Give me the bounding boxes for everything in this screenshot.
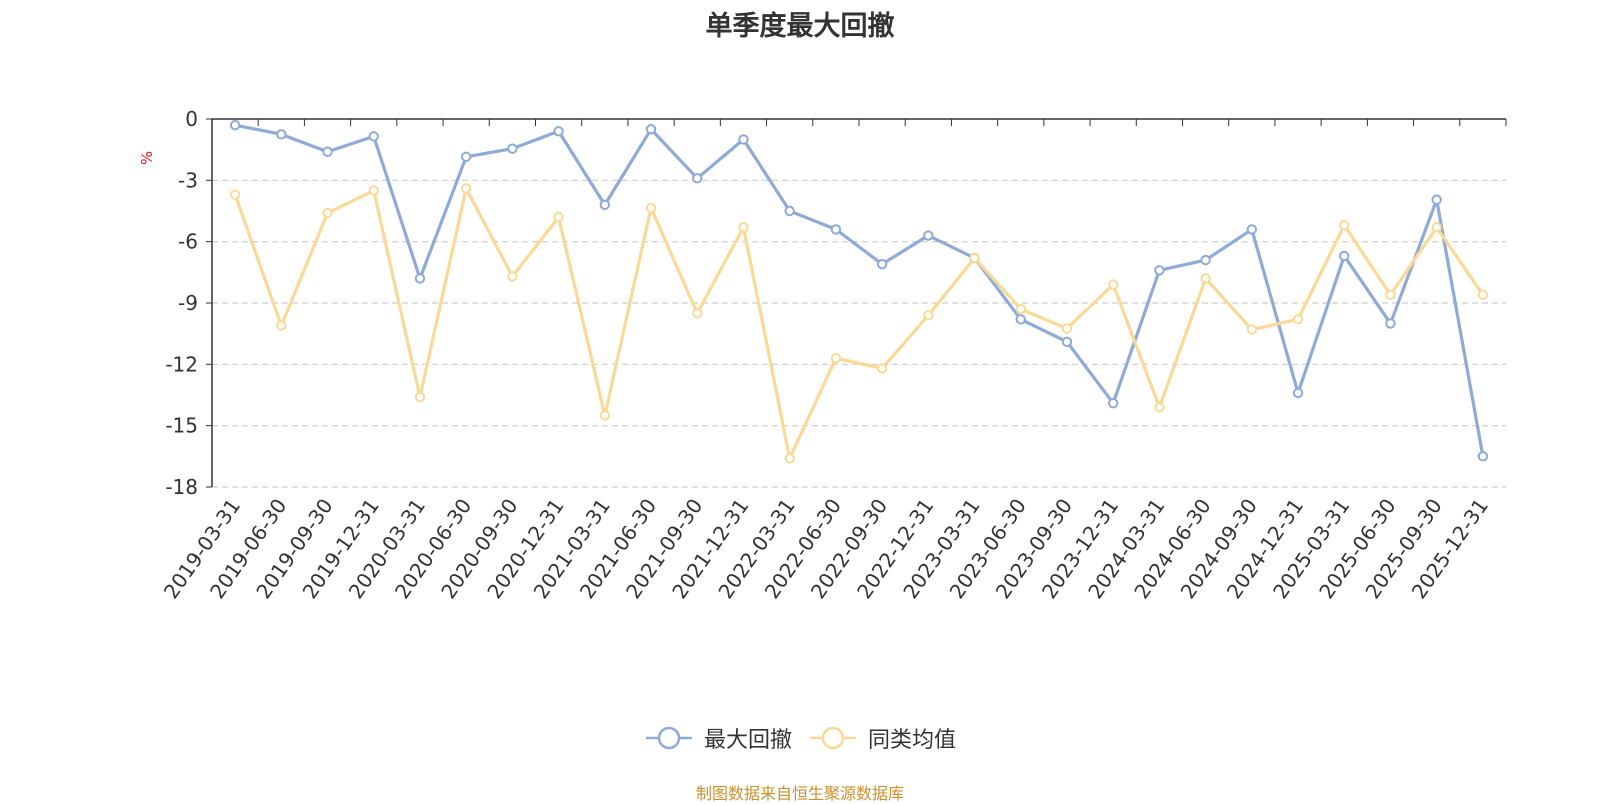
series-1-point: [1431, 222, 1442, 233]
series-1-point: [507, 271, 518, 282]
series-1-point: [876, 363, 888, 374]
legend: 最大回撤 同类均值: [0, 722, 1600, 758]
series-1-point: [1339, 220, 1350, 231]
series-0-point: [1061, 336, 1073, 348]
source-footer: 制图数据来自恒生聚源数据库: [695, 784, 904, 803]
series-0-point: [1246, 224, 1258, 235]
series-layer: [229, 119, 1489, 464]
series-0-point: [784, 205, 795, 217]
series-1-point: [599, 410, 611, 421]
legend-item-1[interactable]: 同类均值: [808, 722, 956, 754]
series-0-point: [1292, 387, 1304, 399]
series-line-0: [234, 123, 1485, 457]
series-0-point: [738, 134, 749, 145]
y-tick-label: 0: [185, 107, 198, 131]
series-1-point: [1385, 289, 1396, 301]
series-0-point: [1200, 254, 1211, 266]
series-0-point: [1107, 397, 1119, 409]
series-1-point: [1154, 402, 1165, 413]
series-0-point: [923, 230, 934, 241]
series-1-point: [1477, 289, 1489, 301]
series-0-point: [692, 173, 703, 184]
series-0-point: [553, 126, 564, 137]
series-0-point: [876, 258, 888, 270]
series-1-point: [368, 185, 379, 196]
series-0-point: [1339, 250, 1350, 262]
legend-swatch: [645, 726, 692, 750]
series-1-point: [229, 189, 241, 200]
series-0-point: [276, 129, 287, 140]
series-1-point: [276, 320, 287, 331]
series-0-point: [645, 124, 657, 135]
series-1-point: [1246, 324, 1258, 335]
series-1-point: [692, 308, 703, 319]
series-0-point: [229, 119, 241, 131]
y-tick-label: -3: [178, 168, 198, 192]
legend-swatch: [810, 726, 856, 750]
series-1-point: [1061, 323, 1073, 334]
series-1-point: [1200, 273, 1211, 284]
series-0-point: [322, 146, 333, 157]
series-1-point: [322, 207, 333, 219]
y-tick-label: -9: [178, 291, 198, 315]
series-1-point: [969, 252, 980, 264]
chart-title: 单季度最大回撤: [705, 11, 895, 42]
series-0-point: [1431, 194, 1442, 205]
series-1-point: [645, 202, 657, 214]
series-1-point: [784, 453, 795, 464]
chart-plot: 0-3-6-9-12-15-182019-03-312019-06-302019…: [138, 107, 1507, 603]
series-0-point: [830, 224, 842, 235]
legend-item-0[interactable]: 最大回撤: [644, 722, 792, 754]
series-0-point: [507, 143, 518, 154]
series-0-point: [1154, 265, 1165, 276]
series-1-point: [923, 310, 934, 321]
y-tick-label: -6: [178, 230, 198, 254]
series-0-point: [368, 131, 379, 142]
series-0-point: [460, 151, 472, 163]
series-1-point: [830, 353, 842, 364]
series-0-point: [599, 199, 611, 211]
series-line-1: [233, 186, 1485, 460]
series-1-point: [1015, 303, 1026, 315]
y-tick-label: -15: [165, 414, 198, 438]
series-0-point: [1477, 451, 1489, 462]
legend-label: 同类均值: [868, 728, 957, 753]
series-1-point: [738, 222, 749, 233]
series-1-point: [414, 391, 426, 403]
series-0-point: [414, 273, 426, 284]
series-1-point: [460, 183, 472, 194]
series-1-point: [553, 211, 564, 223]
y-axis-unit: %: [138, 151, 156, 165]
series-0-point: [1385, 318, 1396, 329]
series-1-point: [1292, 314, 1304, 325]
series-0-point: [1015, 314, 1026, 325]
y-tick-label: -18: [165, 475, 198, 499]
legend-label: 最大回撤: [703, 728, 792, 753]
series-1-point: [1107, 279, 1119, 290]
y-tick-label: -12: [165, 352, 198, 376]
